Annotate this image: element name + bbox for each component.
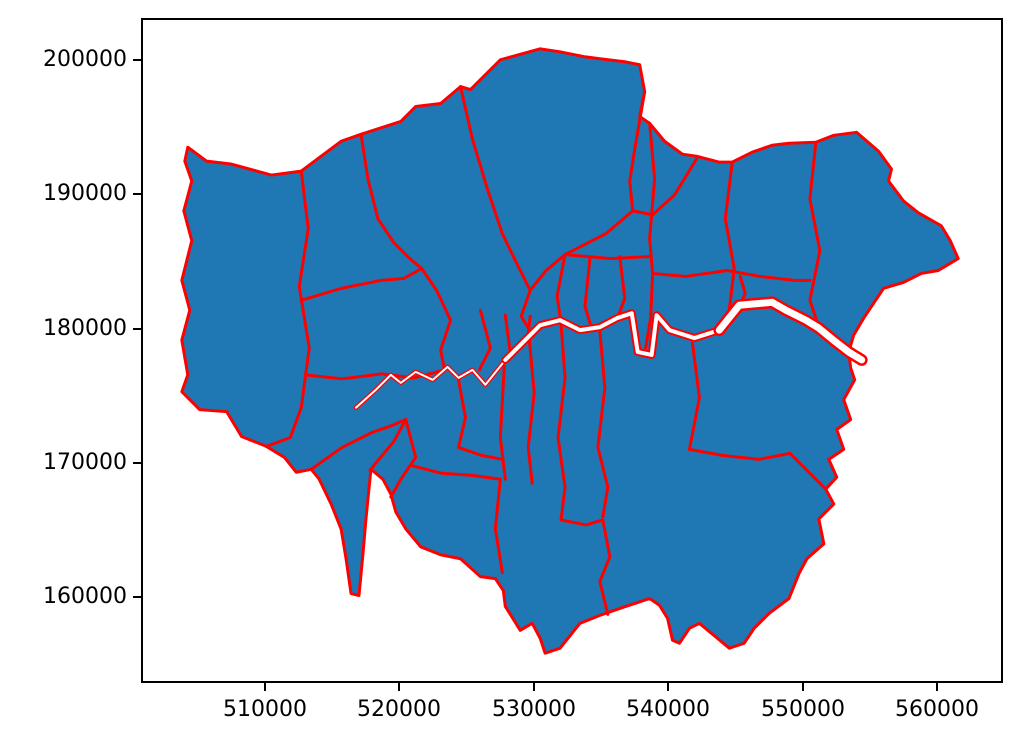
x-tick-label: 520000 — [357, 697, 441, 722]
borough-boundary — [264, 169, 311, 448]
borough-boundary — [723, 160, 736, 320]
borough-boundary — [563, 209, 635, 257]
borough-boundary — [559, 518, 612, 616]
borough-boundary — [526, 314, 532, 336]
y-tick-mark — [133, 59, 141, 61]
borough-boundary — [457, 445, 504, 461]
x-tick-mark — [398, 683, 400, 691]
x-tick-label: 510000 — [223, 697, 307, 722]
y-tick-mark — [133, 193, 141, 195]
borough-boundary — [556, 322, 567, 522]
borough-boundary — [644, 121, 657, 350]
x-tick-mark — [802, 683, 804, 691]
y-tick-label: 200000 — [43, 47, 127, 72]
x-tick-mark — [264, 683, 266, 691]
x-tick-label: 550000 — [761, 697, 845, 722]
x-tick-mark — [936, 683, 938, 691]
borough-boundary — [615, 255, 627, 322]
x-tick-mark — [667, 683, 669, 691]
borough-boundary — [526, 336, 536, 485]
y-tick-mark — [133, 328, 141, 330]
borough-boundary — [368, 418, 408, 472]
x-tick-mark — [533, 683, 535, 691]
y-tick-label: 180000 — [43, 316, 127, 341]
plot-area — [141, 18, 1003, 683]
y-tick-mark — [133, 596, 141, 598]
borough-boundary — [583, 257, 594, 331]
borough-boundary — [563, 253, 652, 261]
x-tick-label: 530000 — [492, 697, 576, 722]
y-tick-label: 190000 — [43, 181, 127, 206]
borough-boundary — [687, 341, 701, 451]
borough-boundary — [628, 90, 647, 213]
borough-boundary — [725, 268, 812, 282]
borough-boundary — [596, 329, 610, 519]
borough-boundary — [555, 253, 567, 325]
borough-boundary — [687, 447, 828, 491]
borough-boundary — [299, 267, 424, 302]
london-boroughs-map — [180, 47, 960, 655]
borough-boundary — [808, 140, 822, 326]
y-tick-label: 160000 — [43, 584, 127, 609]
borough-boundary — [651, 268, 729, 278]
borough-boundary — [420, 267, 453, 372]
borough-boundary — [457, 378, 467, 449]
borough-boundary — [309, 418, 408, 471]
borough-boundary — [389, 418, 418, 499]
borough-boundary — [477, 308, 492, 372]
borough-boundary — [459, 85, 532, 292]
thames-river — [503, 311, 722, 362]
y-tick-mark — [133, 462, 141, 464]
borough-boundary — [359, 132, 424, 270]
borough-boundary — [498, 364, 507, 481]
y-tick-label: 170000 — [43, 450, 127, 475]
x-tick-label: 540000 — [626, 697, 710, 722]
borough-boundary — [493, 477, 504, 575]
thames-river — [355, 358, 507, 409]
borough-boundary — [631, 157, 698, 217]
thames-river — [715, 298, 866, 364]
borough-boundary — [528, 253, 567, 292]
borough-boundary — [409, 463, 502, 481]
x-tick-label: 560000 — [895, 697, 979, 722]
